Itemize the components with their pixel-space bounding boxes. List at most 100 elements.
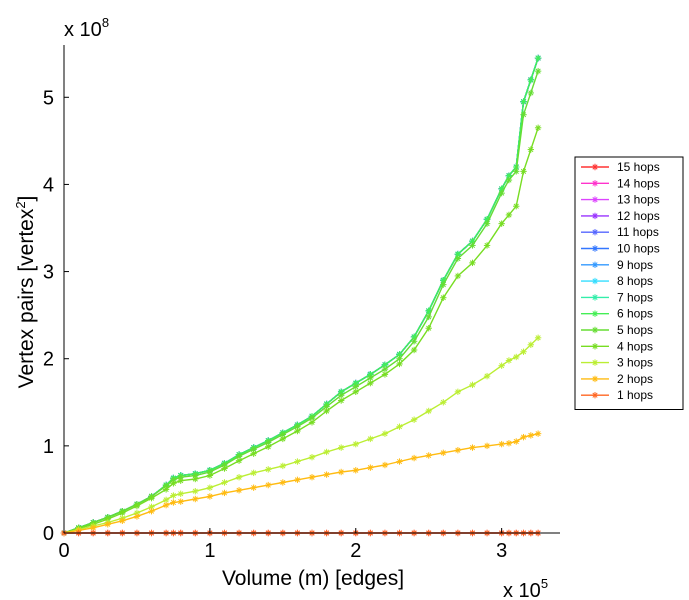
data-point — [527, 146, 535, 153]
data-point — [410, 338, 418, 345]
legend-label: 6 hops — [617, 307, 653, 321]
data-point — [454, 447, 462, 454]
data-point — [133, 513, 141, 520]
data-point — [352, 383, 359, 390]
data-point — [520, 111, 527, 118]
data-point — [381, 361, 389, 369]
legend-label: 9 hops — [617, 258, 653, 272]
series-line — [63, 57, 539, 534]
data-point — [250, 450, 257, 457]
legend-label: 10 hops — [617, 242, 660, 256]
legend-label: 8 hops — [617, 274, 653, 288]
legend-item: 4 hops — [581, 339, 653, 353]
legend-item: 3 hops — [581, 356, 653, 370]
series-line — [63, 57, 539, 534]
legend-label: 5 hops — [617, 323, 653, 337]
series-12-hops — [60, 54, 542, 537]
legend-marker — [591, 245, 599, 252]
legend-item: 9 hops — [581, 258, 653, 272]
data-point — [454, 388, 462, 396]
data-point — [483, 442, 491, 450]
series-2-hops — [60, 430, 542, 537]
data-point — [352, 467, 359, 474]
legend-item: 12 hops — [581, 209, 660, 223]
series-7-hops — [60, 54, 542, 537]
legend-label: 12 hops — [617, 209, 660, 223]
legend-marker — [591, 359, 599, 366]
data-point — [469, 259, 476, 267]
data-point — [381, 461, 389, 469]
data-point — [119, 517, 126, 524]
legend-item: 10 hops — [581, 242, 660, 256]
data-point — [534, 334, 542, 341]
data-point — [308, 474, 316, 481]
legend-label: 2 hops — [617, 372, 653, 386]
data-point — [505, 211, 513, 219]
data-point — [534, 54, 542, 62]
series-line — [63, 70, 539, 534]
legend-item: 15 hops — [581, 160, 660, 174]
data-point — [440, 281, 447, 288]
series-line — [63, 57, 539, 534]
data-point — [294, 458, 301, 465]
series-6-hops — [60, 54, 542, 537]
legend-marker — [591, 392, 599, 399]
series-line — [63, 57, 539, 534]
data-point — [454, 255, 462, 262]
y-tick-label: 5 — [43, 87, 54, 109]
legend-item: 7 hops — [581, 290, 653, 304]
data-point — [367, 379, 374, 387]
data-point — [513, 203, 520, 210]
series-5-hops — [60, 67, 542, 537]
x-tick-label: 1 — [204, 540, 215, 562]
y-tick-label: 4 — [43, 174, 54, 196]
data-point — [206, 472, 214, 479]
data-point — [221, 465, 228, 472]
data-point — [235, 487, 243, 494]
data-point — [221, 489, 228, 497]
legend-marker — [591, 261, 599, 268]
legend-marker — [591, 196, 599, 203]
legend: 15 hops 14 hops 13 hops 12 hops 11 hops 10 ho… — [574, 156, 684, 410]
x-tick-label: 3 — [496, 540, 507, 562]
data-point — [520, 433, 527, 441]
data-point — [279, 435, 287, 443]
series-line — [63, 57, 539, 534]
data-point — [534, 430, 542, 437]
data-point — [396, 458, 403, 465]
data-point — [527, 89, 535, 97]
legend-label: 14 hops — [617, 176, 660, 190]
legend-item: 5 hops — [581, 323, 653, 337]
data-point — [192, 495, 199, 503]
series-11-hops — [60, 54, 542, 537]
y-tick-label: 2 — [43, 349, 54, 371]
data-point — [170, 480, 177, 487]
series-layer — [60, 54, 542, 537]
data-point — [265, 443, 272, 450]
data-point — [527, 432, 535, 439]
data-point — [279, 431, 287, 438]
legend-label: 11 hops — [617, 225, 659, 239]
legend-item: 2 hops — [581, 372, 653, 386]
data-point — [337, 444, 345, 451]
legend-item: 13 hops — [581, 193, 660, 207]
series-8-hops — [60, 54, 542, 537]
legend-marker — [591, 310, 599, 317]
data-point — [410, 454, 418, 462]
data-point — [534, 67, 542, 75]
legend-item: 11 hops — [581, 225, 659, 239]
legend-label: 3 hops — [617, 356, 653, 370]
data-point — [454, 272, 462, 280]
legend-marker — [591, 180, 599, 187]
data-point — [337, 397, 345, 404]
series-10-hops — [60, 54, 542, 537]
data-point — [133, 502, 141, 510]
data-point — [104, 521, 111, 528]
x-axis-title: Volume (m) [edges] — [222, 567, 404, 590]
legend-marker — [591, 277, 599, 285]
data-point — [294, 476, 301, 484]
x-tick-label: 0 — [58, 540, 69, 562]
data-point — [527, 341, 535, 348]
data-point — [250, 484, 257, 491]
